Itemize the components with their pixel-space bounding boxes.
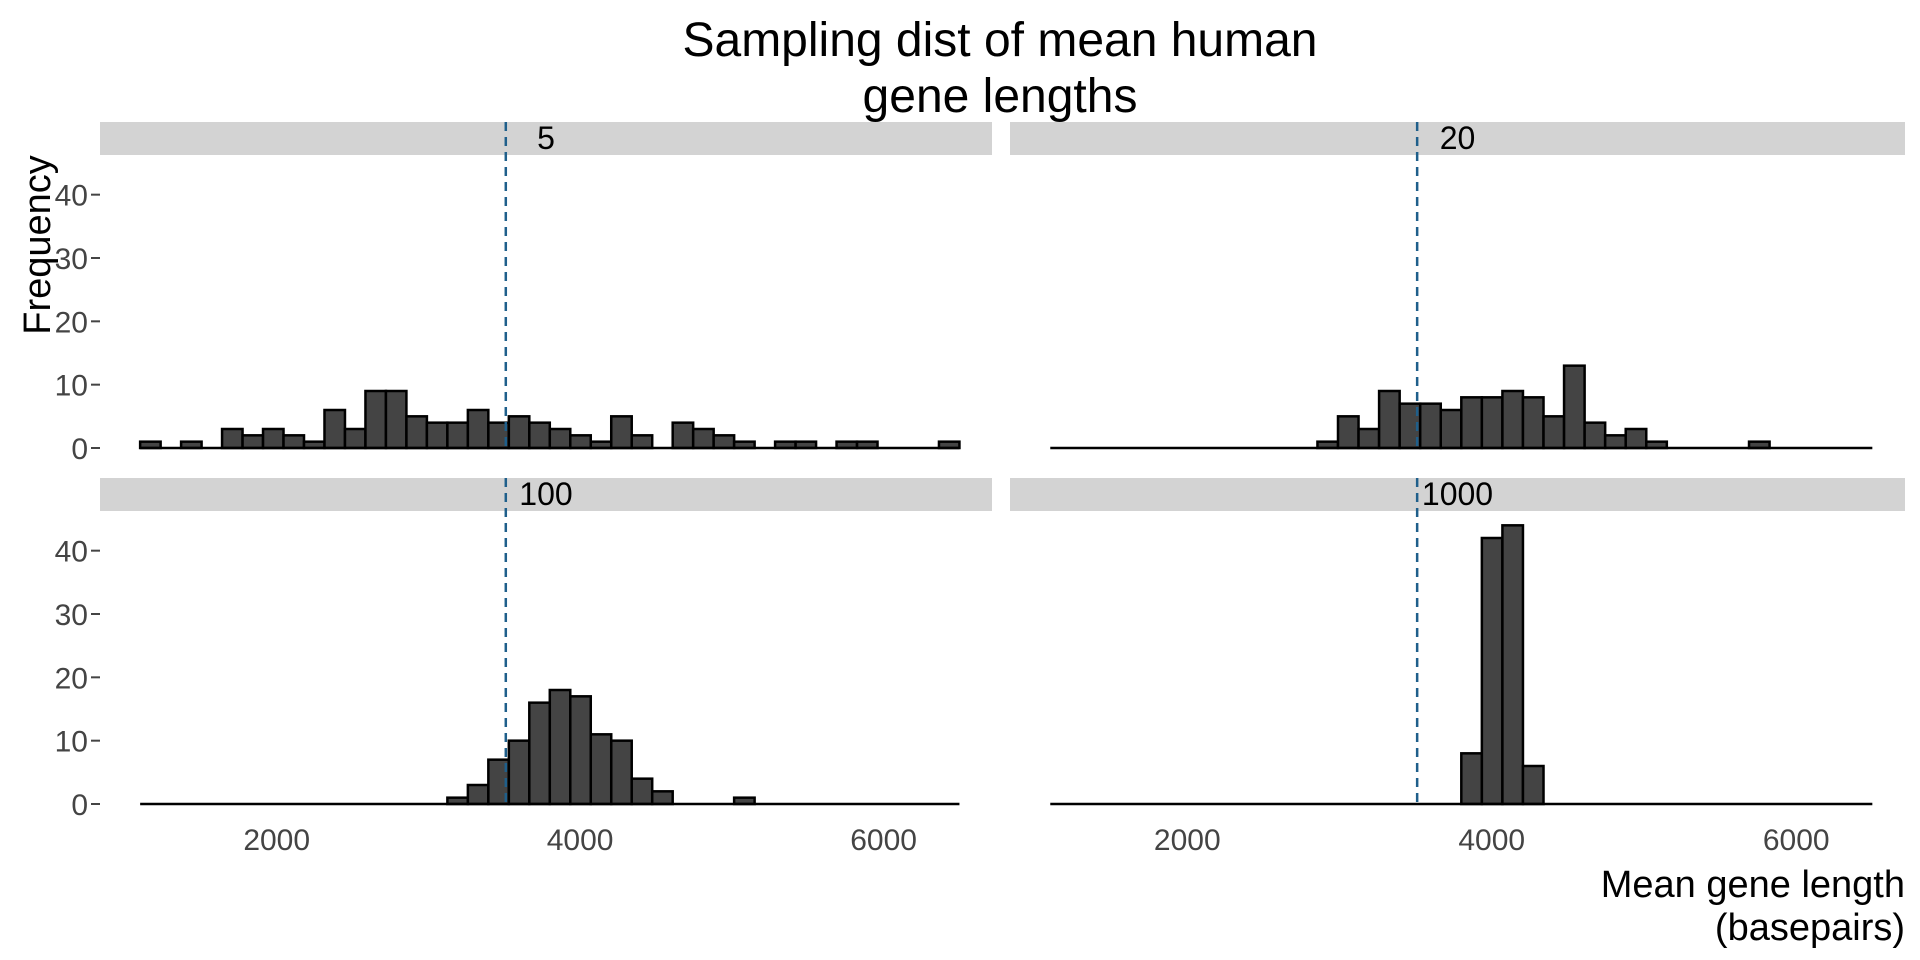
chart-title-line-1: Sampling dist of mean human [682,14,1317,67]
histogram-bar [589,733,613,806]
facet-panel-20: 20 [1010,120,1905,450]
x-axis-title-line-1: Mean gene length [1601,864,1905,906]
y-tick-label: 10 [55,370,88,403]
histogram-bar [712,434,736,450]
histogram-bar [1357,427,1381,450]
y-tick-label: 0 [71,789,88,822]
histogram-bar [1521,764,1545,806]
y-tick-label: 0 [71,433,88,466]
histogram-bar [1460,752,1484,806]
y-axis-title: Frequency [17,155,59,335]
facet-strip-100 [100,478,992,511]
histogram-bar [1542,415,1566,450]
histogram-bar [609,739,633,806]
histogram-bar [446,421,470,450]
y-tick-label: 40 [55,536,88,569]
histogram-bar [609,415,633,450]
facet-strip-1000 [1010,478,1905,511]
histogram-bar [630,434,654,450]
histogram-bar [507,739,531,806]
histogram-bar [1624,427,1648,450]
histogram-bar [405,415,429,450]
histogram-bar [1501,389,1525,450]
histogram-bar [1603,434,1627,450]
histogram-bar [220,427,244,450]
facet-strip-label-100: 100 [519,476,572,512]
histogram-bar [548,688,572,806]
histogram-bar [1439,408,1463,450]
histogram-bar [1521,396,1545,450]
histogram-bar [323,408,347,450]
facet-strip-20 [1010,122,1905,155]
facet-strip-5 [100,122,992,155]
facet-strip-label-1000: 1000 [1422,476,1493,512]
histogram-bar [528,421,552,450]
y-tick-label: 40 [55,180,88,213]
histogram-bar [261,427,285,450]
histogram-bar [1336,415,1360,450]
y-tick-label: 30 [55,599,88,632]
y-tick-label: 10 [55,726,88,759]
y-tick-label: 20 [55,306,88,339]
histogram-bar [466,783,490,806]
histogram-bar [384,389,408,450]
histogram-bar [528,701,552,806]
x-tick-label: 4000 [1458,824,1525,857]
histogram-bar [691,427,715,450]
histogram-bar [1583,421,1607,450]
histogram-bar [1480,396,1504,450]
histogram-bar [1501,524,1525,806]
facet-strip-label-5: 5 [537,120,555,156]
facet-panel-100: 100 0 10 20 30 40 2000 4000 6000 [55,476,992,857]
histogram-bar [1377,389,1401,450]
x-tick-label: 2000 [243,824,310,857]
histogram-bar [569,434,593,450]
x-tick-label: 4000 [547,824,614,857]
histogram-bar [466,408,490,450]
histogram-bar [1480,536,1504,806]
histogram-bar [425,421,449,450]
histogram-bar [569,695,593,806]
histogram-bar [364,389,388,450]
histogram-bar [1418,402,1443,450]
x-tick-label: 2000 [1154,824,1221,857]
facet-panel-1000: 1000 2000 4000 6000 [1010,476,1905,857]
histogram-bar [343,427,367,450]
histogram-bar [650,790,674,806]
histogram-bar [671,421,695,450]
histogram-bar [241,434,265,450]
histogram-bar [507,415,531,450]
y-tick-label: 30 [55,243,88,276]
x-tick-label: 6000 [850,824,917,857]
x-axis-title-line-2: (basepairs) [1715,907,1905,949]
histogram-bar [282,434,306,450]
chart-title-line-2: gene lengths [863,70,1138,123]
histogram-bar [548,427,572,450]
facet-panel-5: 5 0 10 20 30 40 [55,120,992,466]
histogram-bar [1460,396,1484,450]
x-tick-label: 6000 [1763,824,1830,857]
histogram-bar [630,777,654,806]
y-tick-label: 20 [55,662,88,695]
histogram-bar [1562,364,1586,450]
facet-strip-label-20: 20 [1440,120,1476,156]
